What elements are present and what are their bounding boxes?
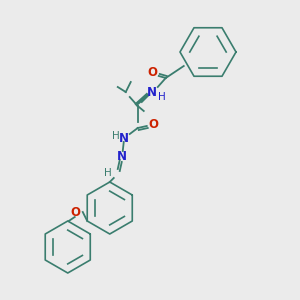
Text: H: H (158, 92, 166, 102)
Text: N: N (119, 131, 129, 145)
Text: O: O (71, 206, 81, 220)
Text: H: H (112, 131, 120, 141)
Text: N: N (147, 85, 157, 98)
Text: O: O (149, 118, 159, 131)
Text: O: O (148, 67, 158, 80)
Text: N: N (117, 149, 127, 163)
Text: H: H (104, 168, 112, 178)
